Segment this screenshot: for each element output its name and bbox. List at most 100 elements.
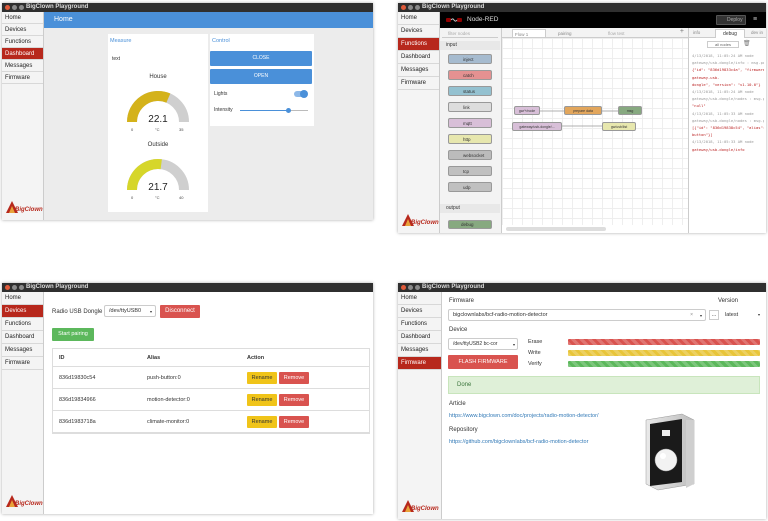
menu-icon[interactable]: ≡ [753,16,758,23]
verify-label: Verify [528,361,542,367]
output-section-header[interactable]: output [440,204,500,213]
start-pairing-button[interactable]: Start pairing [52,328,94,341]
sidebar-item-dashboard[interactable]: Dashboard [2,331,43,344]
palette-node-catch[interactable]: catch [448,70,492,80]
device-select[interactable]: /dev/ttyUSB2 bc-cor ▾ [448,338,518,350]
minimize-window-icon[interactable] [12,5,17,10]
palette-node-status[interactable]: status [448,86,492,96]
intensity-slider-knob[interactable] [285,108,291,113]
close-button[interactable]: CLOSE [210,51,312,66]
remove-button[interactable]: Remove [279,416,309,428]
version-options-button[interactable]: … [709,310,719,320]
sidebar-item-devices[interactable]: Devices [2,305,43,318]
palette-node-debug[interactable]: debug [448,220,492,229]
flow-node[interactable]: gateway/usb-dongle/... [512,122,562,131]
minimize-window-icon[interactable] [408,5,413,10]
device-id: 836d19830c54 [59,375,96,381]
workspace-scrollbar[interactable] [506,227,606,231]
clear-debug-icon[interactable]: 🗑 [743,41,751,47]
rename-button[interactable]: Rename [247,372,277,384]
add-flow-icon[interactable]: + [679,28,684,35]
sidebar-item-firmware[interactable]: Firmware [398,77,439,90]
tab-dev-in[interactable]: dev in [751,30,764,35]
maximize-window-icon[interactable] [415,285,420,290]
tab-flow-test[interactable]: flow test [608,31,625,36]
disconnect-button[interactable]: Disconnect [160,305,200,318]
flow-node[interactable]: prepare data [564,106,602,115]
palette-node-udp[interactable]: udp [448,182,492,192]
sidebar-item-devices[interactable]: Devices [398,305,441,318]
flow-node[interactable]: gw/usb/list [602,122,636,131]
close-window-icon[interactable] [5,285,10,290]
maximize-window-icon[interactable] [415,5,420,10]
sidebar-item-firmware[interactable]: Firmware [398,357,441,370]
firmware-window: BigClown Playground Home Devices Functio… [398,283,766,519]
maximize-window-icon[interactable] [19,5,24,10]
sidebar-item-functions[interactable]: Functions [398,318,441,331]
sidebar-item-dashboard[interactable]: Dashboard [398,51,439,64]
palette-node-inject[interactable]: inject [448,54,492,64]
maximize-window-icon[interactable] [19,285,24,290]
sidebar-item-dashboard[interactable]: Dashboard [398,331,441,344]
intensity-slider[interactable] [240,108,308,113]
deploy-button[interactable]: Deploy [716,15,746,25]
remove-button[interactable]: Remove [279,394,309,406]
input-section-header[interactable]: input [440,41,500,50]
sidebar-item-dashboard[interactable]: Dashboard [2,48,43,60]
sidebar-item-firmware[interactable]: Firmware [2,72,43,84]
sidebar-item-home[interactable]: Home [398,12,439,25]
sidebar-item-messages[interactable]: Messages [2,344,43,357]
version-select[interactable]: latest ▾ [722,309,762,321]
title-bar: BigClown Playground [398,283,766,292]
window-title: BigClown Playground [26,284,89,290]
repository-link[interactable]: https://github.com/bigclownlabs/bcf-radi… [449,439,589,445]
rename-button[interactable]: Rename [247,394,277,406]
tab-info[interactable]: info [693,30,701,35]
open-button[interactable]: OPEN [210,69,312,84]
devices-table: ID Alias Action 836d19830c54 push-button:… [52,348,370,434]
sidebar-item-functions[interactable]: Functions [2,318,43,331]
firmware-select[interactable]: bigclownlabs/bcf-radio-motion-detector ×… [448,309,706,321]
remove-button[interactable]: Remove [279,372,309,384]
lights-toggle[interactable] [294,90,308,98]
minimize-window-icon[interactable] [12,285,17,290]
sidebar-item-devices[interactable]: Devices [2,24,43,36]
sidebar-item-devices[interactable]: Devices [398,25,439,38]
flow-node[interactable]: gw/+/node [514,106,540,115]
filter-placeholder: filter nodes [448,31,471,36]
debug-filter-button[interactable]: all nodes [707,41,739,48]
sidebar-item-functions[interactable]: Functions [398,38,439,51]
sidebar-item-home[interactable]: Home [398,292,441,305]
palette-node-websocket[interactable]: websocket [448,150,492,160]
minimize-window-icon[interactable] [408,285,413,290]
rename-button[interactable]: Rename [247,416,277,428]
sidebar-item-messages[interactable]: Messages [2,60,43,72]
palette-node-mqtt[interactable]: mqtt [448,118,492,128]
device-alias: push-button:0 [147,375,181,381]
bigclown-logo: BigClown [401,499,439,515]
flash-firmware-button[interactable]: FLASH FIRMWARE [448,355,518,369]
close-window-icon[interactable] [401,5,406,10]
sidebar-item-functions[interactable]: Functions [2,36,43,48]
sidebar-item-firmware[interactable]: Firmware [2,357,43,370]
firmware-select-value: bigclownlabs/bcf-radio-motion-detector [453,312,548,318]
sidebar-item-messages[interactable]: Messages [398,64,439,77]
flow-node[interactable]: msg [618,106,642,115]
palette-node-http[interactable]: http [448,134,492,144]
tab-debug[interactable]: debug [715,29,745,38]
palette-node-link[interactable]: link [448,102,492,112]
palette-node-label: mqtt [463,121,472,126]
clear-icon[interactable]: × [690,312,693,318]
tab-pairing[interactable]: pairing [558,31,572,36]
palette-filter[interactable]: filter nodes [442,30,498,38]
palette-node-tcp[interactable]: tcp [448,166,492,176]
close-window-icon[interactable] [5,5,10,10]
dongle-select[interactable]: /dev/ttyUSB0 ▾ [104,305,156,317]
outside-gauge [127,159,189,191]
sidebar-item-messages[interactable]: Messages [398,344,441,357]
close-window-icon[interactable] [401,285,406,290]
tab-flow-1[interactable]: Flow 1 [512,29,546,38]
sidebar-item-home[interactable]: Home [2,292,43,305]
article-link[interactable]: https://www.bigclown.com/doc/projects/ra… [449,413,599,419]
sidebar-item-home[interactable]: Home [2,12,43,24]
